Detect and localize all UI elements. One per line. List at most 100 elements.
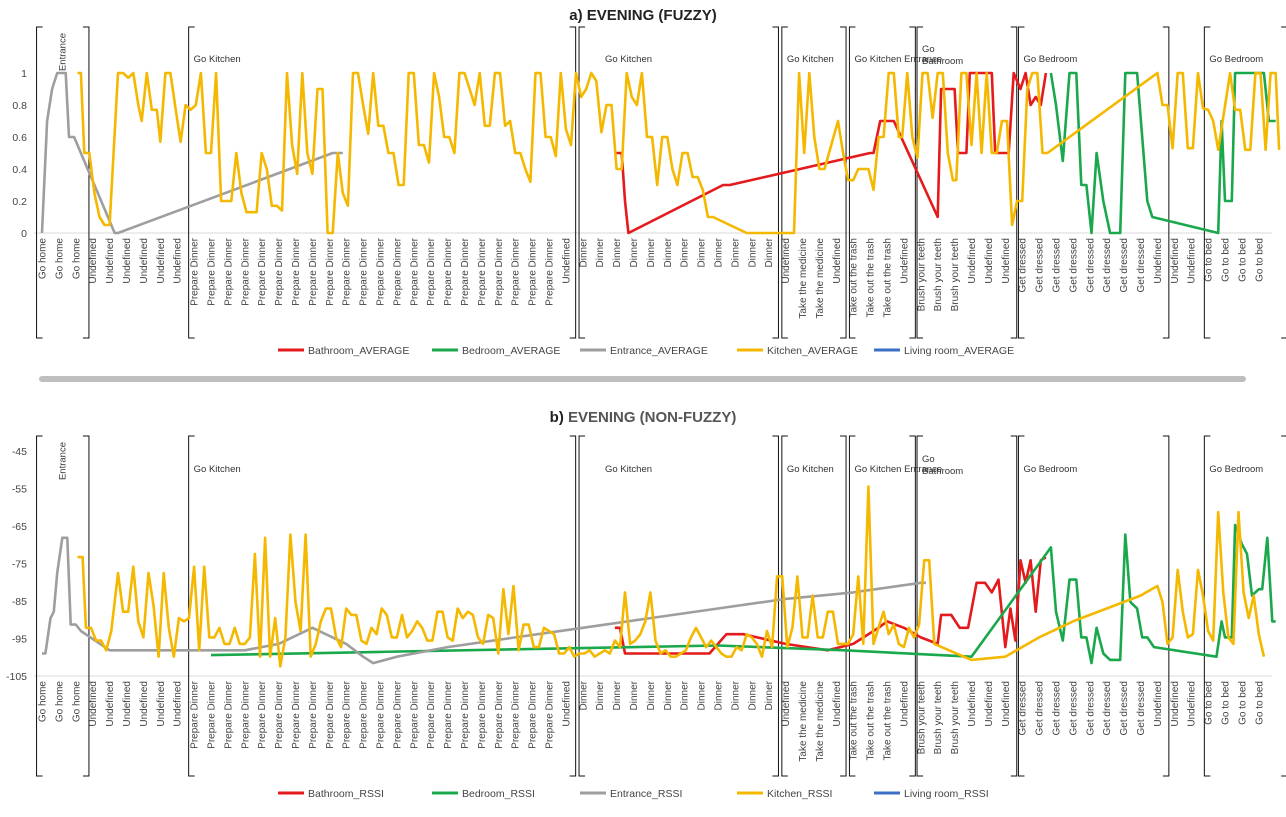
segment-label: Go Kitchen bbox=[605, 54, 652, 65]
x-tick-label: Get dressed bbox=[1136, 681, 1147, 735]
segment-bracket: Go Bedroom bbox=[1017, 26, 1170, 339]
legend-label: Bedroom_RSSI bbox=[462, 788, 535, 800]
segment-label: Bathroom bbox=[922, 466, 963, 477]
series-line-bathroom-rssi bbox=[614, 555, 1047, 655]
x-tick-label: Dinner bbox=[612, 680, 623, 710]
x-tick-label: Dinner bbox=[680, 680, 691, 710]
x-tick-label: Dinner bbox=[764, 680, 775, 710]
x-tick-label: Prepare Dinner bbox=[359, 237, 370, 305]
segment-right-bracket bbox=[82, 435, 90, 777]
x-tick-label: Take the medicine bbox=[798, 238, 809, 319]
x-tick-label: Prepare Dinner bbox=[190, 237, 201, 305]
segment-left-bracket bbox=[1203, 26, 1211, 339]
x-tick-label: Take out the trash bbox=[849, 238, 860, 318]
x-tick-label: Dinner bbox=[646, 680, 657, 710]
segment-label: Go Bedroom bbox=[1023, 54, 1077, 65]
y-tick-label: -105 bbox=[6, 671, 27, 683]
legend-label: Bathroom_RSSI bbox=[308, 788, 384, 800]
segment-left-bracket bbox=[188, 435, 195, 777]
legend-item: Bedroom_RSSI bbox=[432, 788, 535, 800]
segment-right-bracket bbox=[772, 26, 779, 339]
x-tick-label: Prepare Dinner bbox=[359, 680, 370, 748]
x-tick-label: Prepare Dinner bbox=[511, 237, 522, 305]
segment-right-bracket bbox=[1162, 26, 1170, 339]
x-tick-label: Get dressed bbox=[1018, 681, 1029, 735]
x-tick-label: Prepare Dinner bbox=[190, 680, 201, 748]
x-tick-label: Prepare Dinner bbox=[511, 680, 522, 748]
segment-label: Go Bedroom bbox=[1023, 464, 1077, 475]
segment-label: Go Kitchen bbox=[787, 464, 834, 475]
x-tick-label: Undefined bbox=[1170, 681, 1181, 727]
x-tick-label: Prepare Dinner bbox=[274, 680, 285, 748]
x-tick-label: Take out the trash bbox=[849, 681, 860, 761]
legend-item: Living room_RSSI bbox=[874, 788, 989, 800]
x-tick-label: Go to bed bbox=[1221, 681, 1232, 725]
x-tick-label: Undefined bbox=[1187, 681, 1198, 727]
chart-legend: Bathroom_RSSI Bedroom_RSSI Entrance_RSSI Ki… bbox=[278, 788, 989, 800]
x-tick-label: Go to bed bbox=[1221, 238, 1232, 282]
x-tick-label: Prepare Dinner bbox=[342, 237, 353, 305]
segment-label: Go Kitchen Entrance bbox=[854, 54, 942, 65]
segment-left-bracket bbox=[36, 435, 43, 777]
x-tick-label: Take the medicine bbox=[815, 238, 826, 319]
segment-label: Entrance bbox=[58, 442, 69, 480]
legend-item: Entrance_RSSI bbox=[580, 788, 682, 800]
segment-label: Go Bedroom bbox=[1209, 464, 1263, 475]
series-line-entrance-average bbox=[40, 71, 343, 235]
x-tick-label: Prepare Dinner bbox=[460, 237, 471, 305]
legend-label: Kitchen_AVERAGE bbox=[767, 345, 858, 357]
x-tick-label: Prepare Dinner bbox=[443, 237, 454, 305]
x-tick-label: Prepare Dinner bbox=[409, 237, 420, 305]
x-tick-label: Undefined bbox=[899, 681, 910, 727]
x-tick-label: Dinner bbox=[730, 680, 741, 710]
segment-right-bracket bbox=[82, 26, 90, 339]
segment-bracket: Go Kitchen bbox=[781, 435, 847, 777]
segment-right-bracket bbox=[840, 26, 847, 339]
x-tick-label: Prepare Dinner bbox=[460, 680, 471, 748]
segment-bracket: Go Kitchen Entrance bbox=[848, 435, 942, 777]
x-tick-label: Brush your teeth bbox=[933, 238, 944, 311]
x-tick-label: Prepare Dinner bbox=[528, 680, 539, 748]
chart-title-prefix: b) bbox=[550, 409, 568, 426]
segment-label: Go Kitchen Entrance bbox=[854, 464, 942, 475]
segment-bracket: Go Kitchen bbox=[188, 435, 577, 777]
x-tick-label: Dinner bbox=[595, 680, 606, 710]
segment-label: Go bbox=[922, 44, 935, 55]
x-tick-label: Prepare Dinner bbox=[207, 680, 218, 748]
legend-item: Entrance_AVERAGE bbox=[580, 345, 708, 357]
y-tick-label: 1 bbox=[21, 68, 27, 80]
x-tick-label: Prepare Dinner bbox=[308, 237, 319, 305]
x-tick-label: Undefined bbox=[967, 681, 978, 727]
y-tick-label: -75 bbox=[12, 559, 27, 571]
x-tick-label: Prepare Dinner bbox=[477, 237, 488, 305]
x-tick-label: Dinner bbox=[612, 237, 623, 267]
x-tick-label: Undefined bbox=[105, 238, 116, 284]
x-tick-label: Dinner bbox=[629, 680, 640, 710]
x-tick-label: Prepare Dinner bbox=[528, 237, 539, 305]
x-tick-label: Undefined bbox=[984, 681, 995, 727]
segment-label: Go Kitchen bbox=[605, 464, 652, 475]
legend-label: Kitchen_RSSI bbox=[767, 788, 832, 800]
series-line-bathroom-average bbox=[614, 71, 1048, 235]
x-tick-label: Dinner bbox=[714, 680, 725, 710]
x-tick-label: Dinner bbox=[680, 237, 691, 267]
x-tick-label: Prepare Dinner bbox=[240, 237, 251, 305]
segment-label: Entrance bbox=[58, 33, 69, 71]
x-tick-label: Get dressed bbox=[1136, 238, 1147, 292]
segment-right-bracket bbox=[569, 435, 577, 777]
segment-bracket: Go Kitchen Entrance bbox=[848, 26, 942, 339]
x-tick-label: Undefined bbox=[1187, 238, 1198, 284]
x-tick-label: Undefined bbox=[88, 238, 99, 284]
x-tick-label: Dinner bbox=[578, 680, 589, 710]
x-tick-label: Prepare Dinner bbox=[376, 237, 387, 305]
x-tick-label: Prepare Dinner bbox=[545, 237, 556, 305]
x-tick-label: Go to bed bbox=[1237, 238, 1248, 282]
y-tick-label: 0 bbox=[21, 228, 27, 240]
x-tick-label: Undefined bbox=[967, 238, 978, 284]
x-tick-label: Get dressed bbox=[1052, 238, 1063, 292]
x-tick-label: Get dressed bbox=[1068, 681, 1079, 735]
segment-bracket: Entrance bbox=[36, 435, 90, 777]
x-tick-label: Brush your teeth bbox=[950, 238, 961, 311]
chart-title-text: EVENING (FUZZY) bbox=[587, 7, 717, 24]
